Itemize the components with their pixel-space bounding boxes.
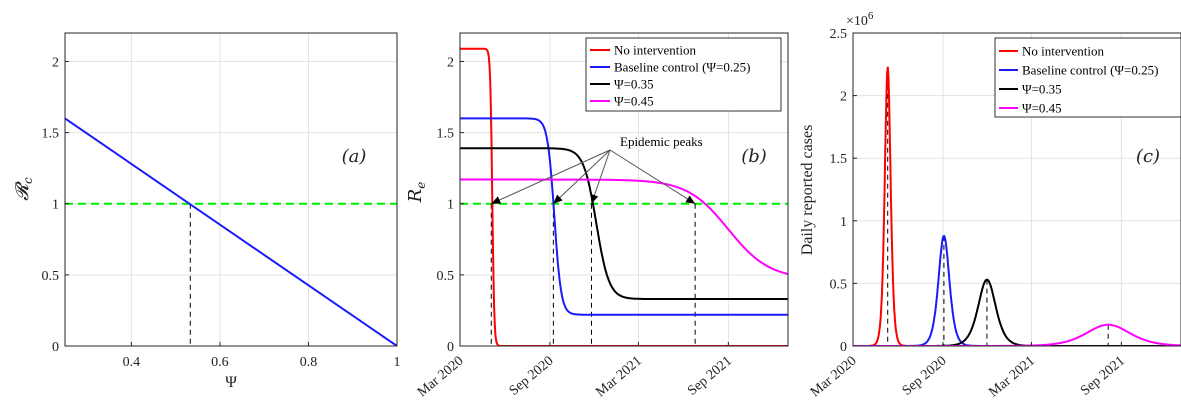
x-tick-label: 1 — [394, 355, 401, 370]
plot-area — [65, 117, 397, 346]
panel-label: (b) — [741, 146, 767, 167]
y-axis-label: Daily reported cases — [799, 125, 816, 256]
axes-frame — [459, 32, 789, 347]
x-tick-label: 0.4 — [123, 355, 141, 370]
legend-box — [994, 37, 1181, 118]
x-tick-label: Mar 2021 — [986, 354, 1038, 401]
x-tick-label: Sep 2020 — [900, 354, 950, 399]
y-tick-label: 0 — [52, 340, 59, 355]
y-axis-label-sub: c — [21, 177, 35, 184]
legend-box — [585, 37, 782, 112]
y-multiplier-base: ×10 — [846, 14, 868, 29]
x-tick-label: Sep 2020 — [507, 354, 557, 399]
x-tick-label: 0.6 — [211, 355, 229, 370]
x-tick-label: Sep 2021 — [685, 354, 735, 399]
legend-label: Baseline control (Ψ=0.25) — [1022, 63, 1158, 78]
series-line-2 — [853, 278, 1181, 346]
panel-a: 0.4 0.6 0.8 1 0 0.5 1 1.5 2 Ψ 𝓡c (a) — [12, 32, 401, 391]
plot-area — [460, 47, 788, 346]
annotation-arrow-line — [553, 149, 611, 205]
x-tick-label: Sep 2021 — [1078, 354, 1128, 399]
y-multiplier: ×106 — [846, 10, 874, 29]
series-line-2 — [460, 147, 788, 300]
y-axis-label: Re — [405, 182, 428, 204]
annotation-arrowhead — [553, 194, 563, 204]
y-tick-label: 2 — [840, 90, 847, 105]
legend: No intervention Baseline control (Ψ=0.25)… — [994, 37, 1181, 118]
axes-frame — [852, 32, 1181, 347]
y-tick-label: 1 — [52, 198, 59, 213]
legend: No intervention Baseline control (Ψ=0.25)… — [585, 37, 782, 112]
y-tick-label: 0 — [447, 340, 454, 355]
legend-label: No intervention — [1022, 44, 1104, 59]
y-tick-label: 1 — [447, 198, 454, 213]
x-tick-label: Mar 2020 — [415, 354, 467, 401]
annotation-arrowhead — [685, 195, 696, 204]
panel-label: (a) — [342, 146, 367, 167]
legend-label: Ψ=0.35 — [1022, 82, 1062, 97]
y-tick-label: 2 — [52, 55, 59, 70]
y-tick-label: 2 — [447, 55, 454, 70]
y-tick-label: 0.5 — [830, 277, 848, 292]
series-line-1 — [853, 234, 1181, 346]
panel-b: Mar 2020 Sep 2020 Mar 2021 Sep 2021 0 0.5 1 1.5… — [405, 32, 789, 401]
axes-frame — [64, 32, 398, 347]
y-tick-label: 0 — [840, 340, 847, 355]
series-line-0 — [65, 117, 397, 346]
y-multiplier-exp: 6 — [868, 10, 874, 22]
legend-label: No intervention — [614, 43, 696, 58]
panel-label: (c) — [1136, 146, 1160, 167]
series-line-3 — [853, 323, 1181, 346]
series-line-1 — [460, 117, 788, 316]
legend-label: Ψ=0.45 — [1022, 101, 1062, 116]
annotation-arrowhead — [491, 196, 502, 204]
y-axis-label-sub: e — [414, 182, 428, 189]
x-tick-label: Mar 2020 — [808, 354, 860, 401]
y-axis-label: 𝓡c — [12, 177, 35, 201]
y-tick-label: 1.5 — [830, 152, 848, 167]
y-tick-label: 2.5 — [830, 27, 848, 42]
legend-label: Ψ=0.35 — [614, 77, 654, 92]
annotation-arrowhead — [590, 193, 599, 204]
y-axis-label-main: R — [405, 189, 426, 204]
annotation-arrow-line — [491, 149, 611, 205]
y-axis-label-main: 𝓡 — [12, 181, 33, 201]
annotation-arrow-line — [591, 149, 611, 204]
x-tick-label: 0.8 — [300, 355, 318, 370]
y-tick-label: 0.5 — [42, 269, 60, 284]
x-tick-label: Mar 2021 — [593, 354, 645, 401]
x-axis-label: Ψ — [225, 374, 237, 391]
y-tick-label: 1.5 — [437, 127, 455, 142]
annotation-arrow-line — [609, 149, 696, 205]
annotation-text: Epidemic peaks — [620, 134, 703, 149]
panel-c: Mar 2020 Sep 2020 Mar 2021 Sep 2021 0 0.5 1 1.5… — [799, 10, 1181, 400]
legend-label: Baseline control (Ψ=0.25) — [614, 60, 750, 75]
y-tick-label: 1 — [840, 215, 847, 230]
y-tick-label: 1.5 — [42, 127, 60, 142]
series-line-3 — [460, 178, 788, 275]
y-tick-label: 0.5 — [437, 269, 455, 284]
legend-label: Ψ=0.45 — [614, 94, 654, 109]
